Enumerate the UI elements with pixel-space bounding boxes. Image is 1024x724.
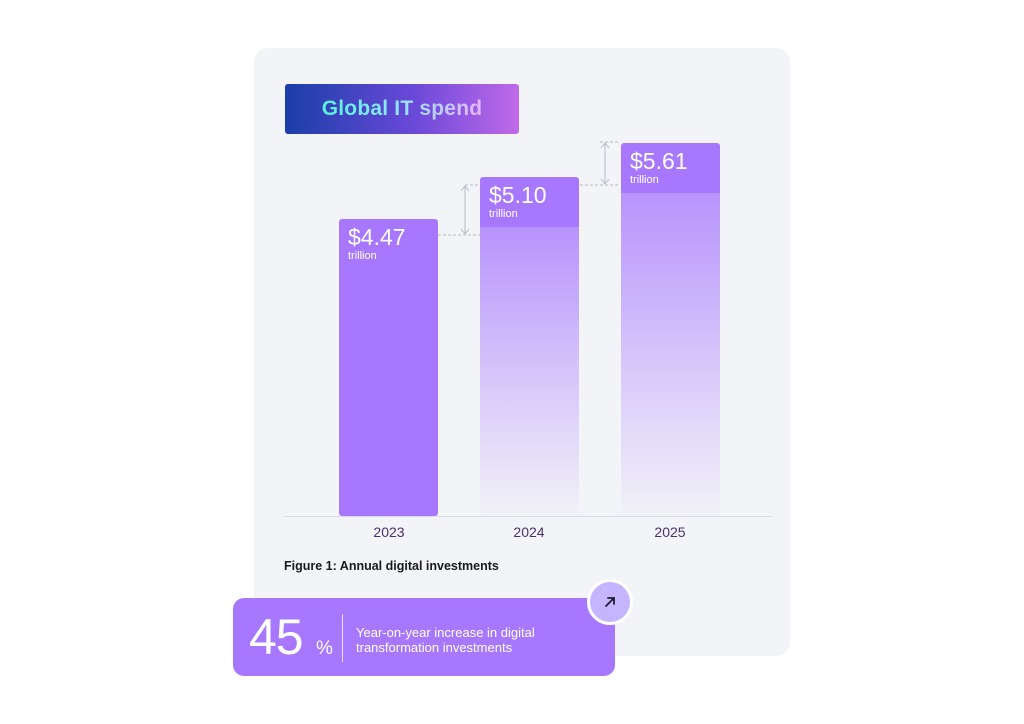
figure-caption: Figure 1: Annual digital investments bbox=[284, 559, 499, 573]
bar-cap bbox=[480, 177, 579, 227]
chart-title: Global IT spend bbox=[321, 97, 483, 120]
arrow-up-right-icon[interactable] bbox=[587, 579, 633, 625]
increment-markers bbox=[438, 141, 620, 236]
bar-value-label: $4.47 bbox=[348, 224, 406, 250]
x-tick-label: 2024 bbox=[513, 524, 545, 540]
stat-unit: % bbox=[316, 638, 333, 659]
bar-unit-label: trillion bbox=[630, 174, 659, 186]
stat-value: 45 bbox=[249, 609, 304, 665]
bar-cap bbox=[621, 143, 720, 193]
stat-callout: 45 % Year-on-year increase in digital tr… bbox=[233, 598, 615, 676]
bar-unit-label: trillion bbox=[348, 250, 377, 262]
x-tick-label: 2023 bbox=[373, 524, 405, 540]
bar bbox=[480, 227, 579, 516]
bar-unit-label: trillion bbox=[489, 208, 518, 220]
stat-description: Year-on-year increase in digital transfo… bbox=[356, 625, 535, 655]
bar bbox=[621, 193, 720, 516]
arrow-up-right-icon-glyph bbox=[605, 597, 615, 607]
bar bbox=[339, 219, 438, 516]
bar-value-label: $5.61 bbox=[630, 148, 688, 174]
x-axis-baseline bbox=[284, 516, 772, 517]
chart-title-banner: Global IT spend bbox=[285, 84, 519, 134]
x-tick-label: 2025 bbox=[654, 524, 686, 540]
stat-divider bbox=[342, 614, 343, 662]
bar-value-label: $5.10 bbox=[489, 182, 547, 208]
